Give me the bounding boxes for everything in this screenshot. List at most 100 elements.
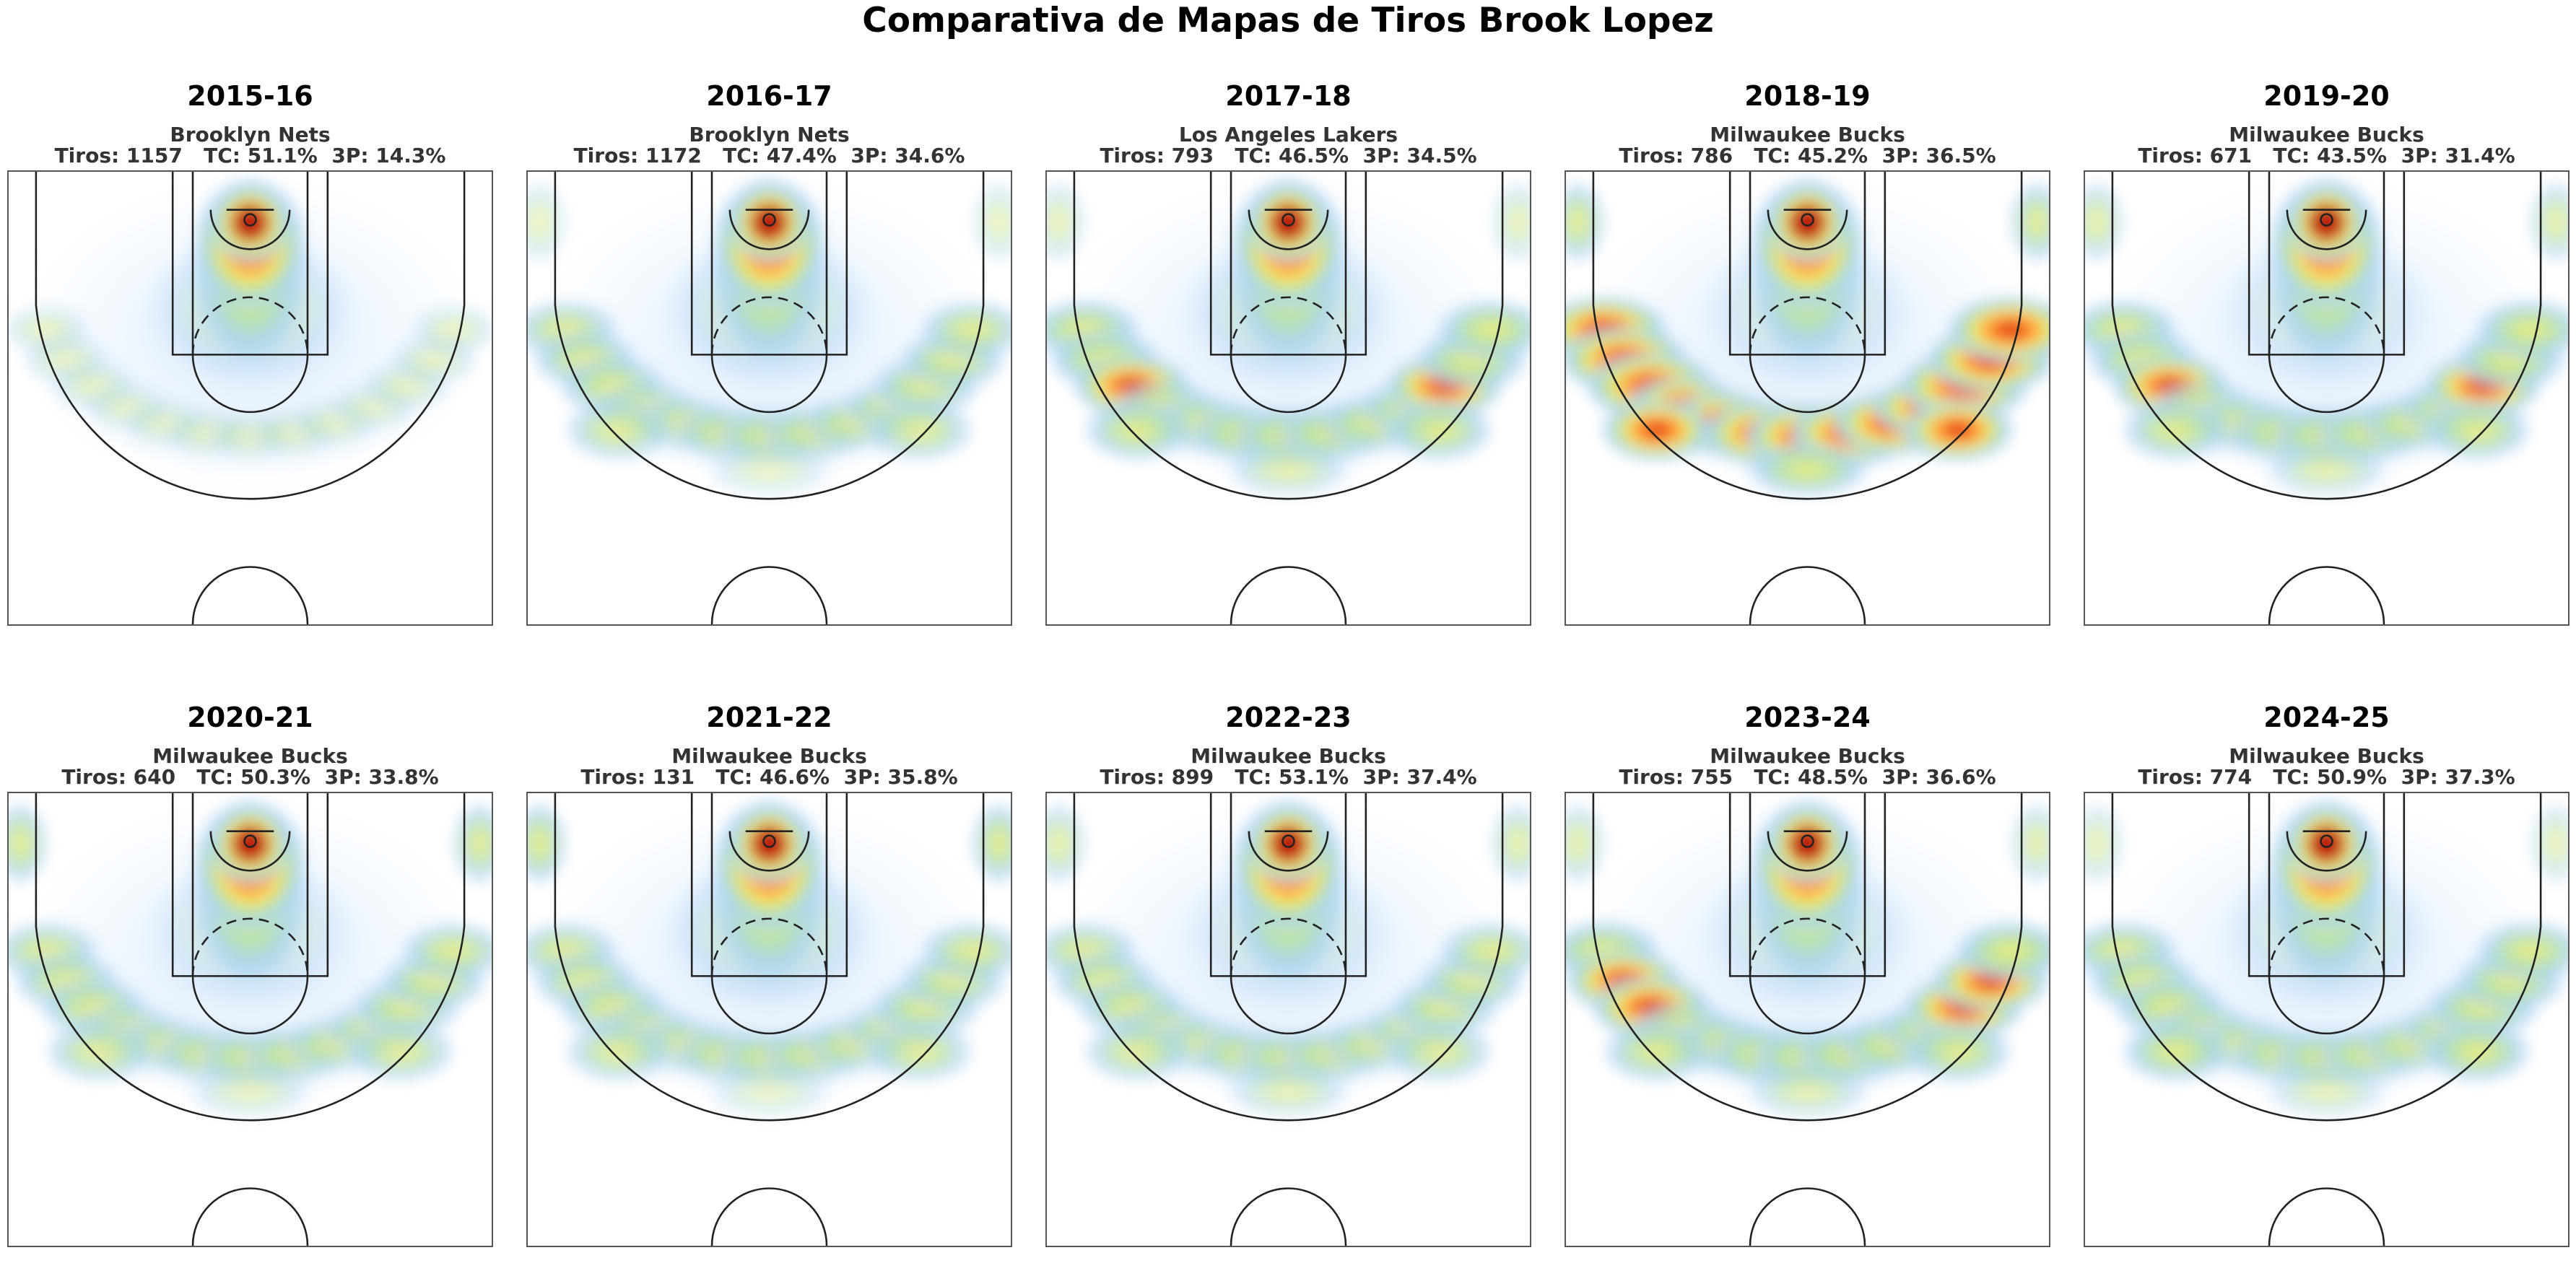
center-circle bbox=[1749, 566, 1866, 624]
restricted-area bbox=[209, 831, 291, 872]
free-throw-circle-top bbox=[1749, 917, 1866, 977]
outer-lane bbox=[1728, 793, 1887, 977]
team-name: Brooklyn Nets bbox=[170, 123, 331, 147]
outer-lane bbox=[1728, 172, 1887, 356]
shot-chart-panel: 2020-21 Milwaukee Bucks Tiros: 640 TC: 50.… bbox=[7, 701, 493, 1247]
inner-lane bbox=[1749, 172, 1866, 355]
rim bbox=[2320, 213, 2333, 227]
free-throw-circle-top bbox=[191, 296, 309, 355]
inner-lane bbox=[191, 172, 309, 355]
court-lines bbox=[1073, 172, 1504, 624]
rim bbox=[1801, 213, 1814, 227]
heat-blob-arc bbox=[397, 920, 492, 982]
court-heatmap bbox=[2084, 792, 2570, 1247]
court-lines bbox=[1592, 172, 2023, 624]
restricted-area bbox=[728, 831, 810, 872]
heat-density bbox=[1566, 793, 2049, 1124]
heatmap-svg bbox=[9, 793, 492, 1246]
heat-density bbox=[9, 172, 492, 502]
outer-lane bbox=[2248, 793, 2406, 977]
shot-chart-panel: 2024-25 Milwaukee Bucks Tiros: 774 TC: 50.… bbox=[2084, 701, 2570, 1247]
inner-lane bbox=[2268, 172, 2385, 355]
free-throw-circle-top bbox=[1230, 296, 1347, 355]
season-title: 2023-24 bbox=[1744, 702, 1871, 733]
center-circle bbox=[710, 566, 828, 624]
shot-stats: Tiros: 793 TC: 46.5% 3P: 34.5% bbox=[1100, 144, 1477, 167]
heat-blob-arc bbox=[1950, 919, 2049, 984]
heat-density bbox=[1566, 172, 2049, 502]
restricted-area bbox=[1248, 209, 1329, 250]
shot-stats: Tiros: 755 TC: 48.5% 3P: 36.6% bbox=[1619, 765, 1996, 789]
outer-lane bbox=[171, 172, 329, 356]
heat-density bbox=[9, 793, 492, 1124]
three-point-line bbox=[2111, 793, 2542, 1122]
three-point-line bbox=[1073, 793, 1504, 1122]
heat-density bbox=[528, 172, 1011, 502]
free-throw-circle-bottom bbox=[191, 976, 309, 1035]
three-point-line bbox=[1592, 172, 2023, 500]
court-heatmap bbox=[2084, 170, 2570, 626]
heat-density bbox=[1047, 172, 1530, 502]
team-name: Milwaukee Bucks bbox=[1710, 123, 1905, 147]
inner-lane bbox=[710, 172, 828, 355]
heatmap-svg bbox=[1047, 793, 1530, 1246]
shot-stats: Tiros: 671 TC: 43.5% 3P: 31.4% bbox=[2138, 144, 2515, 167]
shot-stats: Tiros: 899 TC: 53.1% 3P: 37.4% bbox=[1100, 765, 1477, 789]
free-throw-circle-bottom bbox=[1230, 354, 1347, 414]
team-name: Milwaukee Bucks bbox=[152, 744, 348, 768]
three-point-line bbox=[35, 172, 466, 500]
restricted-area bbox=[1767, 209, 1848, 250]
rim bbox=[243, 213, 257, 227]
center-circle bbox=[2268, 1187, 2385, 1246]
center-circle bbox=[191, 566, 309, 624]
heatmap-svg bbox=[528, 172, 1011, 624]
shot-stats: Tiros: 786 TC: 45.2% 3P: 36.5% bbox=[1619, 144, 1996, 167]
restricted-area bbox=[728, 209, 810, 250]
shot-stats: Tiros: 774 TC: 50.9% 3P: 37.3% bbox=[2138, 765, 2515, 789]
season-title: 2020-21 bbox=[187, 702, 313, 733]
court-lines bbox=[35, 172, 466, 624]
team-name: Milwaukee Bucks bbox=[671, 744, 867, 768]
court-lines bbox=[35, 793, 466, 1246]
court-heatmap bbox=[7, 792, 493, 1247]
inner-lane bbox=[710, 793, 828, 977]
rim bbox=[1282, 213, 1295, 227]
heatmap-svg bbox=[2085, 793, 2568, 1246]
free-throw-circle-top bbox=[2268, 296, 2385, 355]
three-point-line bbox=[1073, 172, 1504, 500]
court-lines bbox=[1073, 793, 1504, 1246]
restricted-area bbox=[2286, 209, 2367, 250]
team-name: Milwaukee Bucks bbox=[2229, 123, 2424, 147]
outer-lane bbox=[690, 172, 848, 356]
center-circle bbox=[710, 1187, 828, 1246]
season-title: 2024-25 bbox=[2263, 702, 2390, 733]
three-point-line bbox=[1592, 793, 2023, 1122]
court-heatmap bbox=[7, 170, 493, 626]
court-heatmap bbox=[526, 170, 1012, 626]
heat-blob-arc bbox=[2471, 920, 2568, 983]
rim bbox=[762, 834, 776, 848]
restricted-area bbox=[2286, 831, 2367, 872]
court-heatmap bbox=[526, 792, 1012, 1247]
court-heatmap bbox=[1565, 170, 2050, 626]
team-name: Los Angeles Lakers bbox=[1178, 123, 1398, 147]
heat-blob-arc bbox=[916, 299, 1011, 361]
free-throw-circle-top bbox=[710, 296, 828, 355]
center-circle bbox=[1230, 1187, 1347, 1246]
free-throw-circle-bottom bbox=[1749, 976, 1866, 1035]
heat-density bbox=[528, 793, 1011, 1124]
rim bbox=[762, 213, 776, 227]
court-heatmap bbox=[1045, 170, 1531, 626]
shot-chart-panel: 2019-20 Milwaukee Bucks Tiros: 671 TC: 43.… bbox=[2084, 79, 2570, 626]
shot-stats: Tiros: 131 TC: 46.6% 3P: 35.8% bbox=[580, 765, 958, 789]
free-throw-circle-bottom bbox=[191, 354, 309, 414]
outer-lane bbox=[1209, 793, 1367, 977]
outer-lane bbox=[2248, 172, 2406, 356]
inner-lane bbox=[1230, 793, 1347, 977]
center-circle bbox=[191, 1187, 309, 1246]
court-heatmap bbox=[1045, 792, 1531, 1247]
inner-lane bbox=[1230, 172, 1347, 355]
shot-stats: Tiros: 1157 TC: 51.1% 3P: 14.3% bbox=[54, 144, 446, 167]
heat-density bbox=[2085, 793, 2568, 1124]
outer-lane bbox=[690, 793, 848, 977]
